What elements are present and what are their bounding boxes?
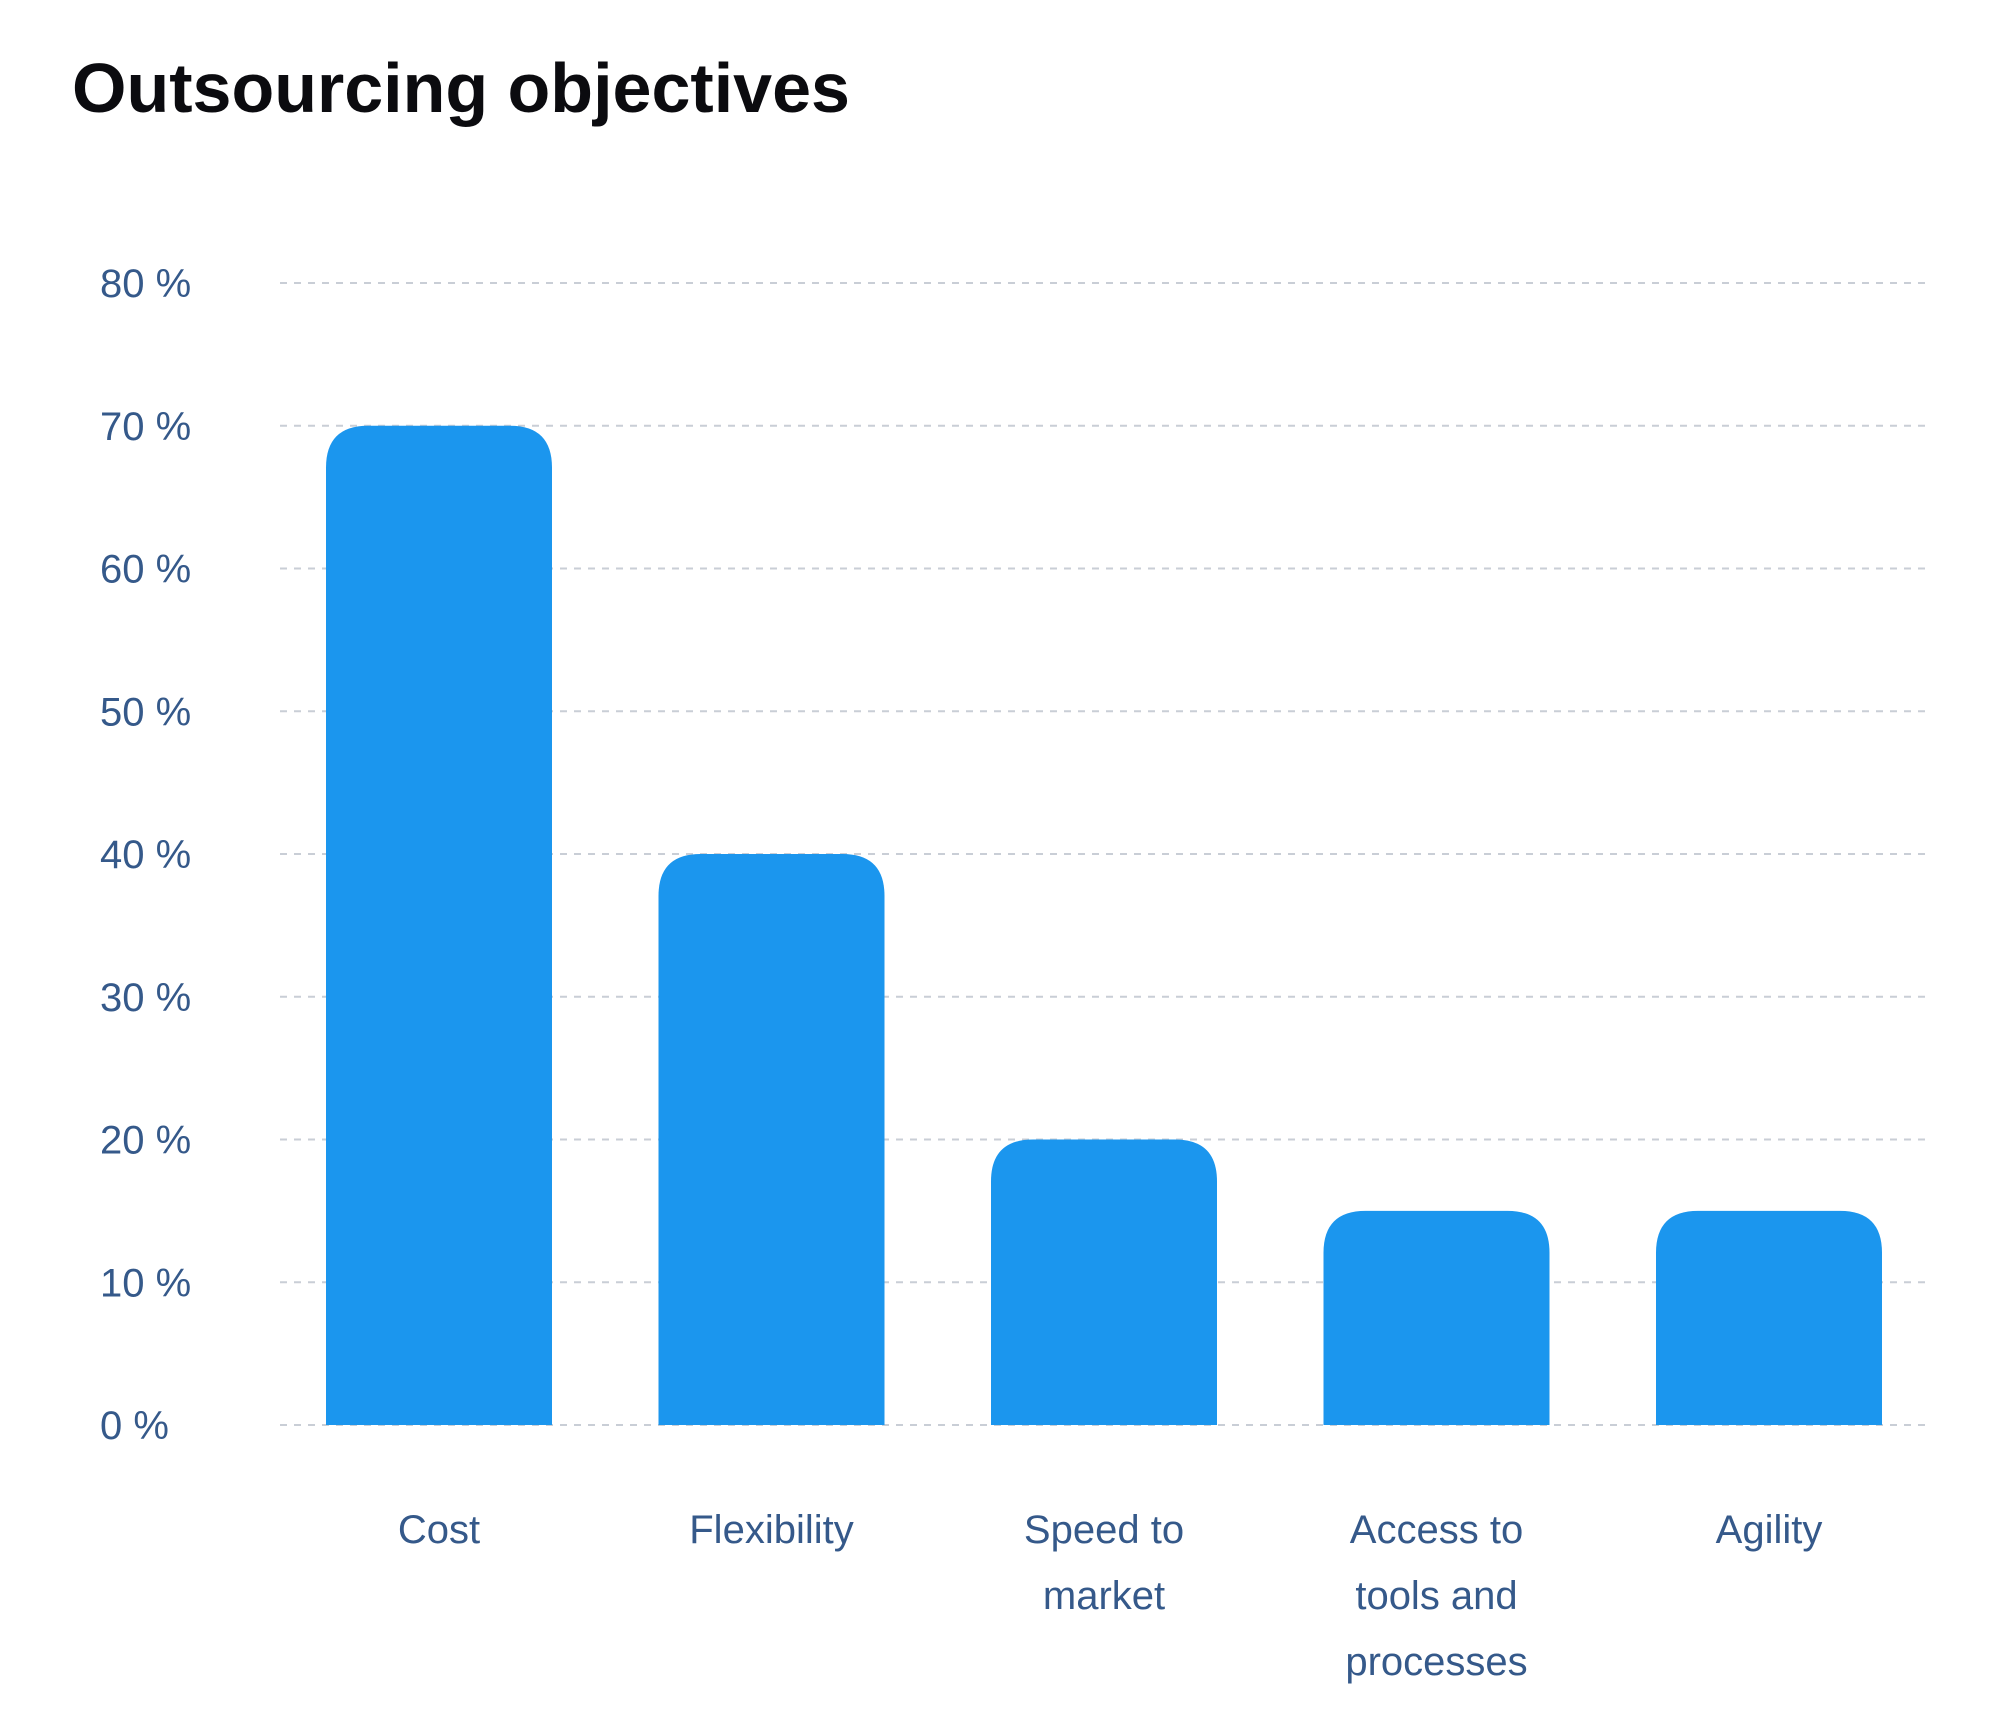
gridlines bbox=[280, 282, 1930, 1426]
y-tick-label: 80 % bbox=[100, 262, 191, 306]
y-tick-label: 40 % bbox=[100, 833, 191, 877]
x-tick-label-line: Access to bbox=[1350, 1508, 1523, 1552]
x-tick-label: Cost bbox=[398, 1508, 480, 1552]
y-axis-ticks: 0 % 10 % 20 % 30 % 40 % 50 % 60 % 70 % 80 % bbox=[100, 262, 191, 1448]
x-tick-label: Flexibility bbox=[689, 1508, 853, 1552]
x-tick-label-line: market bbox=[1043, 1574, 1165, 1618]
x-axis-ticks: Cost Flexibility Speed to market Access to to… bbox=[398, 1508, 1822, 1684]
bar bbox=[326, 425, 552, 1425]
y-tick-label: 60 % bbox=[100, 548, 191, 592]
y-tick-label: 20 % bbox=[100, 1119, 191, 1163]
chart-title: Outsourcing objectives bbox=[72, 49, 850, 127]
x-tick-label-line: Speed to bbox=[1024, 1508, 1184, 1552]
y-tick-label: 10 % bbox=[100, 1261, 191, 1305]
bar bbox=[658, 854, 885, 1425]
x-tick-label: Speed to market bbox=[1024, 1508, 1184, 1618]
bar bbox=[991, 1139, 1217, 1425]
x-tick-label: Access to tools and processes bbox=[1345, 1508, 1527, 1684]
bar bbox=[1323, 1210, 1550, 1425]
y-tick-label: 0 % bbox=[100, 1404, 169, 1448]
x-tick-label: Agility bbox=[1716, 1508, 1823, 1552]
x-tick-label-line: tools and bbox=[1355, 1574, 1517, 1618]
x-tick-label-line: processes bbox=[1345, 1640, 1527, 1684]
x-tick-label-line: Cost bbox=[398, 1508, 480, 1552]
y-tick-label: 50 % bbox=[100, 690, 191, 734]
bars bbox=[326, 425, 1882, 1425]
y-tick-label: 30 % bbox=[100, 976, 191, 1020]
bar bbox=[1656, 1210, 1882, 1425]
y-tick-label: 70 % bbox=[100, 405, 191, 449]
x-tick-label-line: Agility bbox=[1716, 1508, 1823, 1552]
x-tick-label-line: Flexibility bbox=[689, 1508, 853, 1552]
